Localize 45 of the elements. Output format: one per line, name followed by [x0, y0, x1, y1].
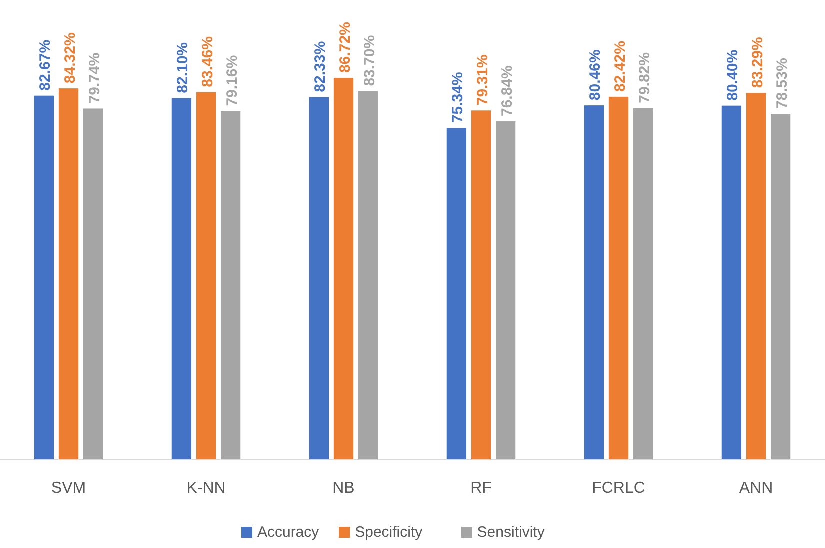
bar [196, 92, 216, 460]
data-label: 82.33% [312, 41, 330, 92]
bar [358, 91, 378, 460]
data-label: 75.34% [450, 72, 467, 124]
data-label: 83.46% [199, 36, 216, 88]
data-label: 80.40% [724, 50, 742, 101]
x-tick-label: ANN [739, 480, 774, 497]
x-tick-label: K-NN [186, 480, 226, 497]
bar [584, 106, 604, 460]
data-label: 80.46% [587, 50, 604, 101]
bar [608, 96, 629, 460]
bar [309, 97, 330, 460]
bar [83, 108, 104, 460]
data-label: 86.72% [336, 22, 354, 73]
data-label: 79.74% [86, 52, 104, 104]
bar [722, 106, 742, 460]
bar [446, 128, 467, 460]
legend-label: Sensitivity [477, 524, 546, 541]
bar [172, 98, 192, 460]
data-label: 82.67% [37, 40, 54, 91]
data-label: 79.82% [636, 52, 654, 104]
bar [34, 96, 54, 460]
x-tick-label: FCRLC [592, 480, 646, 497]
bar [633, 108, 654, 460]
legend-label: Accuracy [258, 524, 320, 541]
data-label: 78.53% [774, 58, 791, 110]
data-label: 76.84% [498, 66, 516, 117]
data-label: 82.42% [612, 41, 629, 92]
x-tick-label: RF [470, 480, 492, 497]
data-label: 79.16% [224, 55, 241, 106]
bar [746, 93, 766, 460]
bar [770, 114, 791, 460]
legend-label: Specificity [355, 524, 424, 541]
bar [58, 88, 79, 460]
bar [471, 110, 492, 460]
bar [334, 78, 354, 460]
data-label: 79.31% [474, 54, 492, 106]
x-tick-label: SVM [51, 480, 86, 497]
data-label: 83.70% [361, 35, 378, 86]
bar [496, 122, 516, 460]
data-label: 83.29% [749, 37, 766, 88]
data-label: 82.10% [174, 42, 192, 94]
data-label: 84.32% [62, 32, 79, 84]
bar [220, 111, 241, 460]
x-tick-label: NB [332, 480, 355, 497]
